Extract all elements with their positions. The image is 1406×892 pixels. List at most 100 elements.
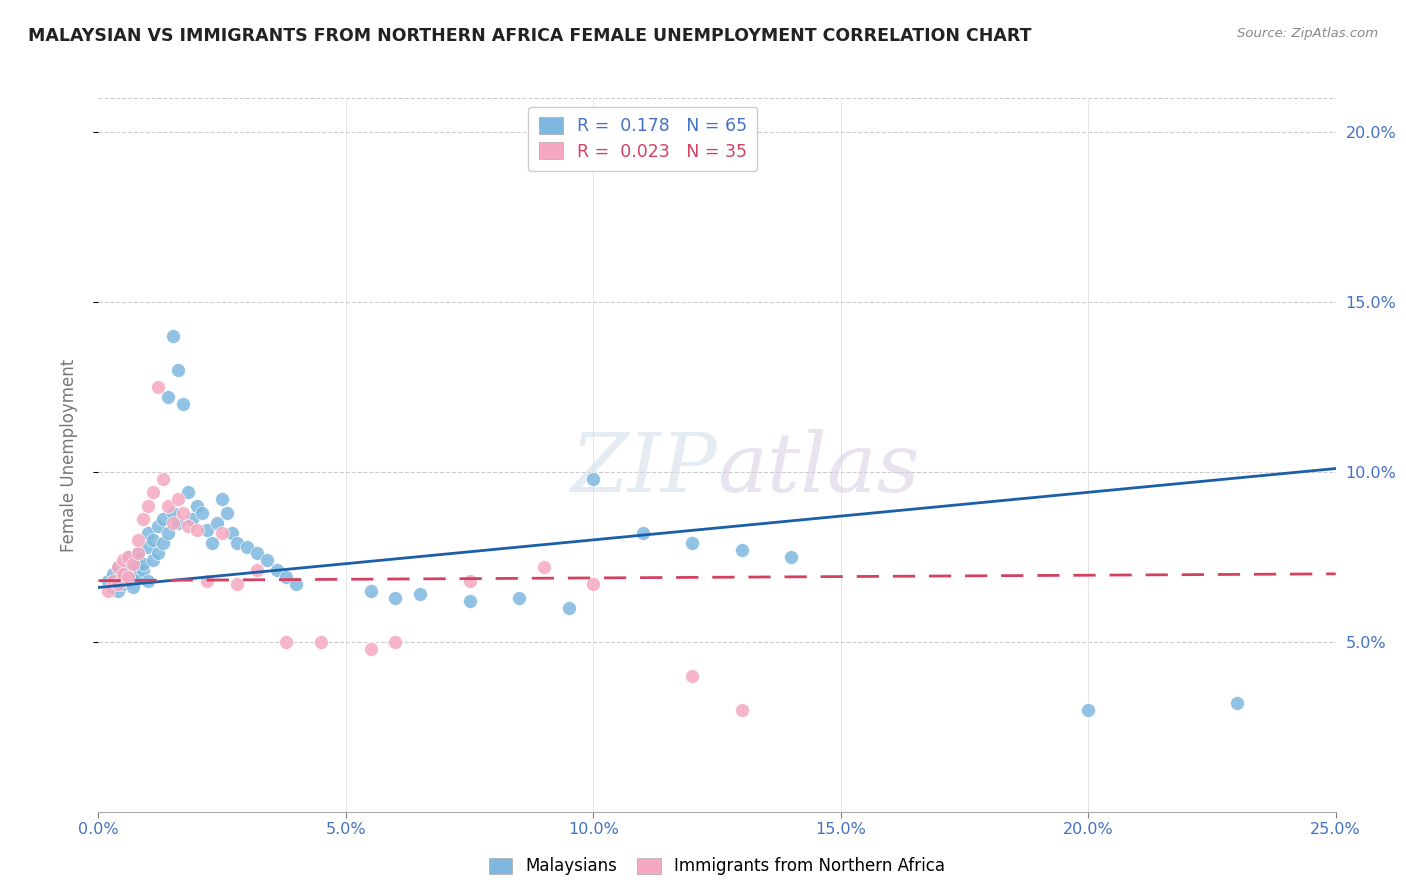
Point bbox=[176, 519, 198, 533]
Point bbox=[285, 577, 308, 591]
Point bbox=[103, 581, 125, 595]
Point bbox=[508, 591, 530, 605]
Text: ZIP: ZIP bbox=[571, 429, 717, 509]
Point bbox=[246, 546, 269, 560]
Point bbox=[127, 546, 149, 560]
Point bbox=[246, 564, 269, 578]
Point bbox=[226, 577, 249, 591]
Point bbox=[195, 574, 218, 588]
Point bbox=[112, 557, 135, 571]
Point bbox=[211, 492, 233, 507]
Point bbox=[172, 506, 194, 520]
Text: MALAYSIAN VS IMMIGRANTS FROM NORTHERN AFRICA FEMALE UNEMPLOYMENT CORRELATION CHA: MALAYSIAN VS IMMIGRANTS FROM NORTHERN AF… bbox=[28, 27, 1032, 45]
Y-axis label: Female Unemployment: Female Unemployment bbox=[59, 359, 77, 551]
Point bbox=[132, 512, 155, 526]
Point bbox=[533, 560, 555, 574]
Point bbox=[172, 397, 194, 411]
Point bbox=[97, 583, 120, 598]
Point bbox=[103, 566, 125, 581]
Point bbox=[136, 574, 159, 588]
Point bbox=[112, 553, 135, 567]
Point bbox=[201, 536, 224, 550]
Point bbox=[195, 523, 218, 537]
Point bbox=[409, 587, 432, 601]
Point bbox=[276, 635, 298, 649]
Point bbox=[127, 546, 149, 560]
Point bbox=[458, 594, 481, 608]
Legend: Malaysians, Immigrants from Northern Africa: Malaysians, Immigrants from Northern Afr… bbox=[482, 851, 952, 882]
Point bbox=[631, 526, 654, 541]
Point bbox=[191, 506, 214, 520]
Point bbox=[156, 526, 179, 541]
Point bbox=[582, 472, 605, 486]
Point bbox=[142, 485, 165, 500]
Point bbox=[186, 523, 208, 537]
Point bbox=[112, 570, 135, 584]
Point bbox=[681, 669, 703, 683]
Point bbox=[117, 549, 139, 564]
Point bbox=[122, 553, 145, 567]
Point bbox=[136, 499, 159, 513]
Point bbox=[217, 506, 239, 520]
Point bbox=[360, 583, 382, 598]
Point bbox=[384, 591, 406, 605]
Point bbox=[309, 635, 332, 649]
Point bbox=[97, 574, 120, 588]
Point bbox=[117, 570, 139, 584]
Point bbox=[152, 472, 174, 486]
Point bbox=[152, 512, 174, 526]
Point bbox=[132, 564, 155, 578]
Point bbox=[107, 560, 129, 574]
Point bbox=[731, 543, 754, 558]
Point bbox=[731, 703, 754, 717]
Point bbox=[107, 560, 129, 574]
Point bbox=[181, 512, 204, 526]
Point bbox=[136, 526, 159, 541]
Point bbox=[127, 560, 149, 574]
Point bbox=[226, 536, 249, 550]
Point bbox=[557, 600, 579, 615]
Point bbox=[211, 526, 233, 541]
Text: atlas: atlas bbox=[717, 429, 920, 509]
Point bbox=[117, 564, 139, 578]
Point bbox=[122, 566, 145, 581]
Point bbox=[142, 533, 165, 547]
Point bbox=[127, 570, 149, 584]
Text: Source: ZipAtlas.com: Source: ZipAtlas.com bbox=[1237, 27, 1378, 40]
Point bbox=[276, 570, 298, 584]
Point bbox=[166, 363, 188, 377]
Point bbox=[221, 526, 243, 541]
Point bbox=[458, 574, 481, 588]
Point bbox=[681, 536, 703, 550]
Point bbox=[136, 540, 159, 554]
Point bbox=[107, 583, 129, 598]
Point bbox=[186, 499, 208, 513]
Point bbox=[146, 519, 169, 533]
Point bbox=[117, 549, 139, 564]
Point bbox=[166, 492, 188, 507]
Point bbox=[162, 329, 184, 343]
Point bbox=[127, 533, 149, 547]
Point bbox=[142, 553, 165, 567]
Point bbox=[1226, 696, 1249, 710]
Point bbox=[162, 516, 184, 530]
Point bbox=[107, 577, 129, 591]
Point bbox=[256, 553, 278, 567]
Point bbox=[166, 516, 188, 530]
Point bbox=[162, 506, 184, 520]
Point bbox=[236, 540, 259, 554]
Point bbox=[146, 380, 169, 394]
Point bbox=[205, 516, 228, 530]
Point bbox=[384, 635, 406, 649]
Point bbox=[156, 390, 179, 404]
Point bbox=[1077, 703, 1099, 717]
Point bbox=[780, 549, 803, 564]
Point bbox=[112, 566, 135, 581]
Point bbox=[156, 499, 179, 513]
Point bbox=[122, 557, 145, 571]
Point bbox=[103, 574, 125, 588]
Point bbox=[146, 546, 169, 560]
Point bbox=[152, 536, 174, 550]
Point bbox=[176, 485, 198, 500]
Point bbox=[122, 581, 145, 595]
